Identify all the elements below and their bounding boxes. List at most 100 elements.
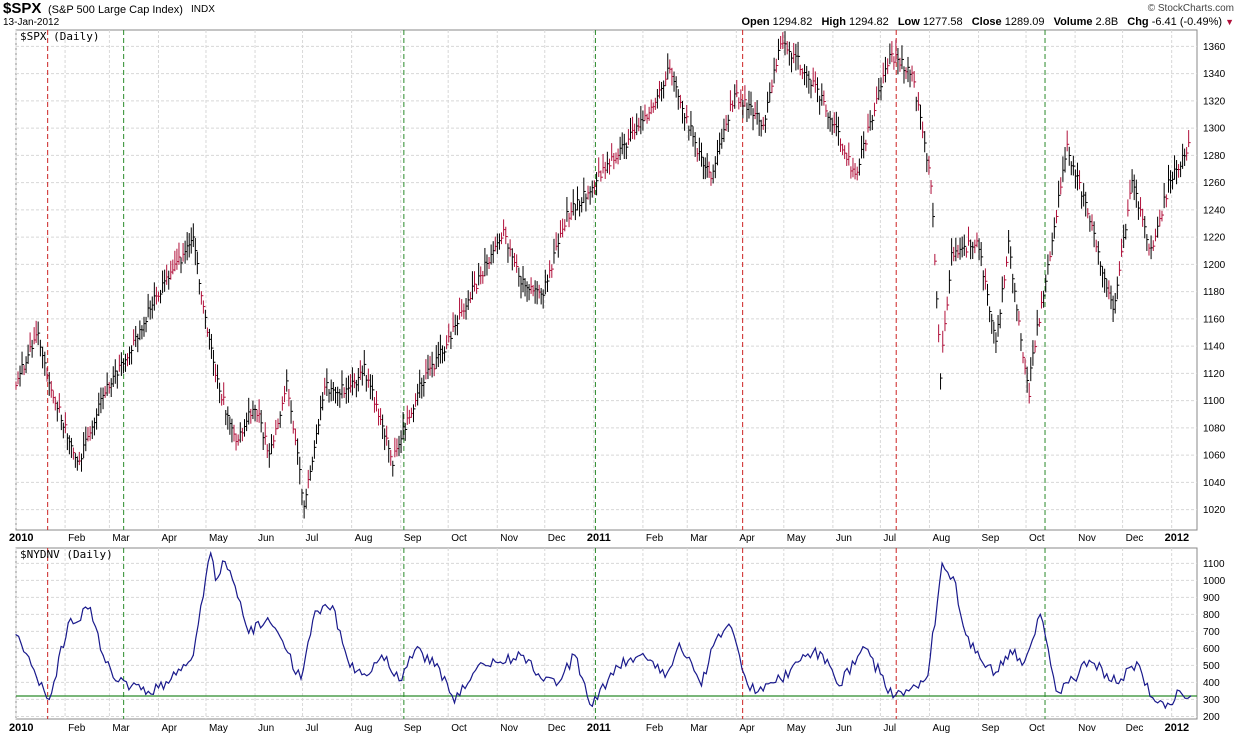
panel-label: $NYDNV (Daily) [20, 548, 113, 561]
data-point [927, 675, 929, 677]
volume-label: Volume [1053, 16, 1093, 28]
data-point [965, 634, 967, 636]
x-tick-label: Jun [836, 533, 852, 544]
data-point [15, 634, 17, 636]
data-point [591, 705, 593, 707]
data-point [1120, 678, 1122, 680]
data-point [1055, 690, 1057, 692]
chg-value: -6.41 (-0.49%) [1151, 16, 1223, 28]
panel-frame [15, 547, 1198, 720]
data-point [363, 673, 365, 675]
x-tick-label: Aug [932, 533, 950, 544]
ohlc-summary: Open 1294.82 High 1294.82 Low 1277.58 Cl… [741, 16, 1234, 28]
data-point [381, 654, 383, 656]
y-tick-label: 800 [1203, 610, 1220, 621]
y-tick-label: 400 [1203, 678, 1220, 689]
indicator-panel: 200 300 400 500 600 700 800 900 1000 1100 2010 Feb M… [9, 547, 1226, 734]
data-point [979, 657, 981, 660]
x-tick-label: Sep [982, 723, 1000, 734]
data-point [615, 664, 617, 667]
symbol-title: $SPX [3, 0, 42, 17]
x-tick-label: 2012 [1165, 722, 1189, 734]
open-value: 1294.82 [772, 16, 813, 28]
data-point [1039, 613, 1041, 615]
data-point [214, 579, 217, 581]
data-point [892, 697, 894, 699]
x-tick-label: Jun [258, 533, 274, 544]
x-tick-label: Jul [306, 533, 319, 544]
y-tick-label: 1260 [1203, 178, 1226, 189]
x-tick-label: Nov [500, 723, 518, 734]
data-point [210, 552, 212, 554]
x-tick-label: Dec [1126, 723, 1144, 734]
y-tick-label: 900 [1203, 593, 1220, 604]
x-tick-label: Nov [1078, 533, 1096, 544]
y-tick-label: 700 [1203, 627, 1220, 638]
data-point [436, 663, 438, 665]
data-point [1023, 661, 1026, 663]
high-label: High [821, 16, 846, 28]
price-panel: 1020 1040 1060 1080 1100 1120 1140 1160 1180 1200… [9, 29, 1226, 544]
y-tick-label: 1140 [1203, 342, 1225, 353]
x-tick-label: Sep [982, 533, 1000, 544]
x-tick-label: Jul [883, 533, 896, 544]
y-tick-label: 1080 [1203, 423, 1226, 434]
x-tick-label: Mar [112, 533, 130, 544]
x-tick-label: Oct [1029, 723, 1045, 734]
x-tick-label: 2011 [587, 722, 611, 734]
x-tick-label: Feb [646, 723, 664, 734]
x-tick-label: Aug [932, 723, 950, 734]
data-point [1164, 707, 1166, 709]
data-point [664, 676, 666, 678]
data-point [102, 654, 104, 656]
x-tick-label: Sep [404, 723, 422, 734]
chg-label: Chg [1127, 16, 1149, 28]
chart-header: $SPX (S&P 500 Large Cap Index) INDX © St… [0, 0, 1240, 18]
data-point [879, 673, 881, 675]
x-tick-label: Jun [258, 723, 274, 734]
data-point [130, 685, 133, 687]
data-point [349, 666, 351, 668]
y-tick-label: 1100 [1203, 396, 1225, 407]
open-label: Open [741, 16, 770, 28]
y-tick-label: 1300 [1203, 124, 1226, 135]
data-point [192, 654, 194, 656]
x-tick-label: Aug [355, 533, 373, 544]
data-point [941, 562, 943, 564]
x-tick-label: Apr [739, 723, 755, 734]
panel-label: $SPX (Daily) [20, 30, 99, 43]
y-tick-label: 1240 [1203, 205, 1226, 216]
x-tick-label: Nov [500, 533, 518, 544]
data-point [237, 596, 239, 598]
x-tick-label: Oct [1029, 533, 1045, 544]
data-point [267, 617, 269, 619]
y-tick-label: 1340 [1203, 69, 1226, 80]
data-point [862, 646, 864, 648]
y-tick-label: 1220 [1203, 233, 1226, 244]
x-tick-label: Mar [690, 723, 708, 734]
y-tick-label: 1360 [1203, 42, 1226, 53]
data-point [700, 685, 703, 687]
x-tick-label: May [787, 723, 806, 734]
data-point [819, 651, 821, 653]
stockcharts-logo[interactable]: © StockCharts.com [1147, 3, 1234, 14]
down-triangle-icon: ▼ [1225, 17, 1234, 27]
data-point [642, 652, 644, 655]
close-label: Close [971, 16, 1002, 28]
symbol-name: (S&P 500 Large Cap Index) [48, 4, 183, 16]
y-tick-label: 600 [1203, 644, 1220, 655]
y-tick-label: 1060 [1203, 451, 1226, 462]
x-tick-label: Jun [836, 723, 852, 734]
y-tick-label: 200 [1203, 712, 1220, 723]
y-tick-label: 500 [1203, 661, 1220, 672]
volume-value: 2.8B [1095, 16, 1119, 28]
x-tick-label: Dec [1126, 533, 1144, 544]
data-point [1178, 690, 1181, 692]
data-point [332, 605, 334, 607]
data-point [170, 678, 172, 680]
data-point [453, 702, 456, 704]
chart-date: 13-Jan-2012 [3, 17, 60, 28]
data-point [908, 690, 910, 692]
x-tick-label: May [209, 723, 228, 734]
